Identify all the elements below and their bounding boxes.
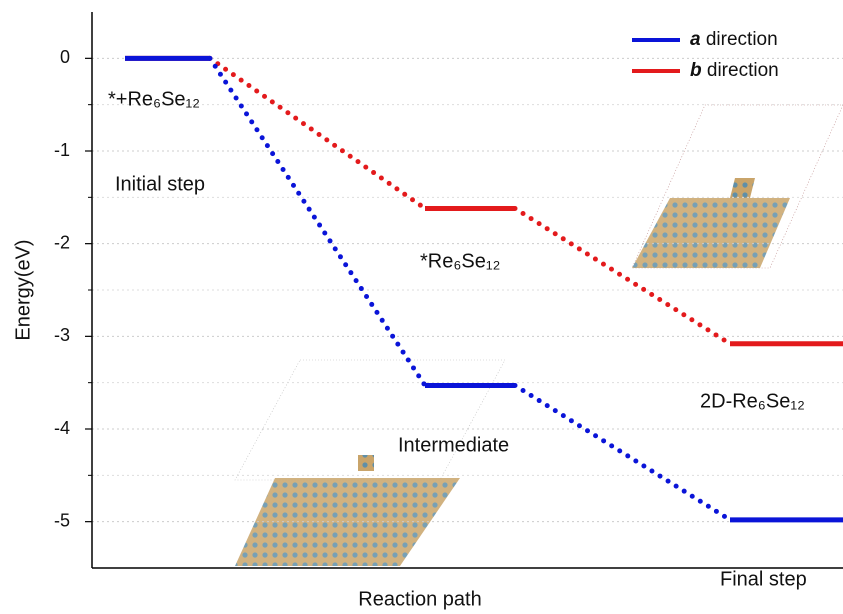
annotation: Intermediate [398, 434, 509, 456]
y-tick-label: -5 [54, 510, 70, 530]
annotation: *Re₆Se₁₂ [420, 250, 500, 272]
y-axis-label: Energy(eV) [12, 239, 34, 340]
annotation: Final step [720, 568, 807, 590]
legend-label: b direction [690, 60, 779, 81]
y-tick-label: -4 [54, 418, 70, 438]
y-tick-label: 0 [60, 47, 70, 67]
legend-label: a direction [690, 29, 778, 50]
annotation: 2D-Re₆Se₁₂ [700, 390, 805, 412]
y-tick-label: -2 [54, 232, 70, 252]
y-tick-label: -1 [54, 140, 70, 160]
connector [515, 385, 730, 519]
annotation: Initial step [115, 173, 205, 195]
y-tick-label: -3 [54, 325, 70, 345]
crystal-image [235, 105, 843, 566]
chart: Energy(eV) Reaction path 0 -1 -2 -3 -4 -5 *+Re… [0, 0, 843, 614]
connector [210, 58, 425, 208]
annotation: *+Re₆Se₁₂ [108, 88, 200, 110]
x-axis-label: Reaction path [358, 588, 481, 610]
